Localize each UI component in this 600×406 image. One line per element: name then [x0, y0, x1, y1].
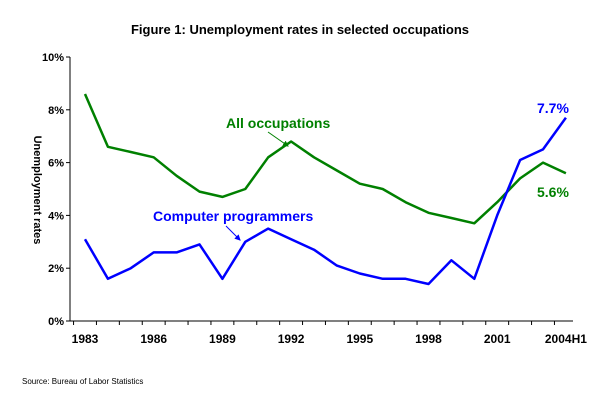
x-tick-label: 2004H1	[545, 332, 587, 346]
y-tick-label: 8%	[48, 105, 64, 117]
end-label-all-occupations: 5.6%	[537, 184, 569, 200]
x-tick-label: 1986	[140, 332, 167, 346]
y-tick-label: 0%	[48, 316, 64, 328]
y-ticks: 0% 2% 4% 6% 8% 10%	[42, 52, 70, 328]
source-note: Source: Bureau of Labor Statistics	[22, 377, 143, 386]
y-tick-label: 2%	[48, 263, 64, 275]
x-tick-label: 1992	[278, 332, 305, 346]
annotation-arrow-computer-programmers	[225, 225, 241, 241]
chart-title: Figure 1: Unemployment rates in selected…	[131, 22, 469, 37]
x-ticks: 1983 1986 1989 1992 1995 1998 2001 2004H1	[72, 321, 587, 346]
series-line-computer-programmers	[83, 116, 567, 286]
x-tick-label: 1998	[415, 332, 442, 346]
series-layer	[83, 93, 567, 286]
end-label-computer-programmers: 7.7%	[537, 100, 569, 116]
x-tick-label: 2001	[484, 332, 511, 346]
x-tick-label: 1989	[209, 332, 236, 346]
y-tick-label: 6%	[48, 158, 64, 170]
x-tick-label: 1995	[346, 332, 373, 346]
x-tick-label: 1983	[72, 332, 99, 346]
y-tick-label: 10%	[42, 52, 64, 64]
annotations: All occupations Computer programmers	[153, 115, 330, 241]
annotation-arrow-all-occupations	[267, 131, 289, 147]
series-line-all-occupations	[83, 93, 567, 225]
y-axis-label: Unemployment rates	[31, 136, 43, 245]
axes	[69, 57, 573, 322]
y-tick-label: 4%	[48, 210, 64, 222]
annotation-computer-programmers: Computer programmers	[153, 208, 313, 224]
annotation-all-occupations: All occupations	[226, 115, 330, 131]
